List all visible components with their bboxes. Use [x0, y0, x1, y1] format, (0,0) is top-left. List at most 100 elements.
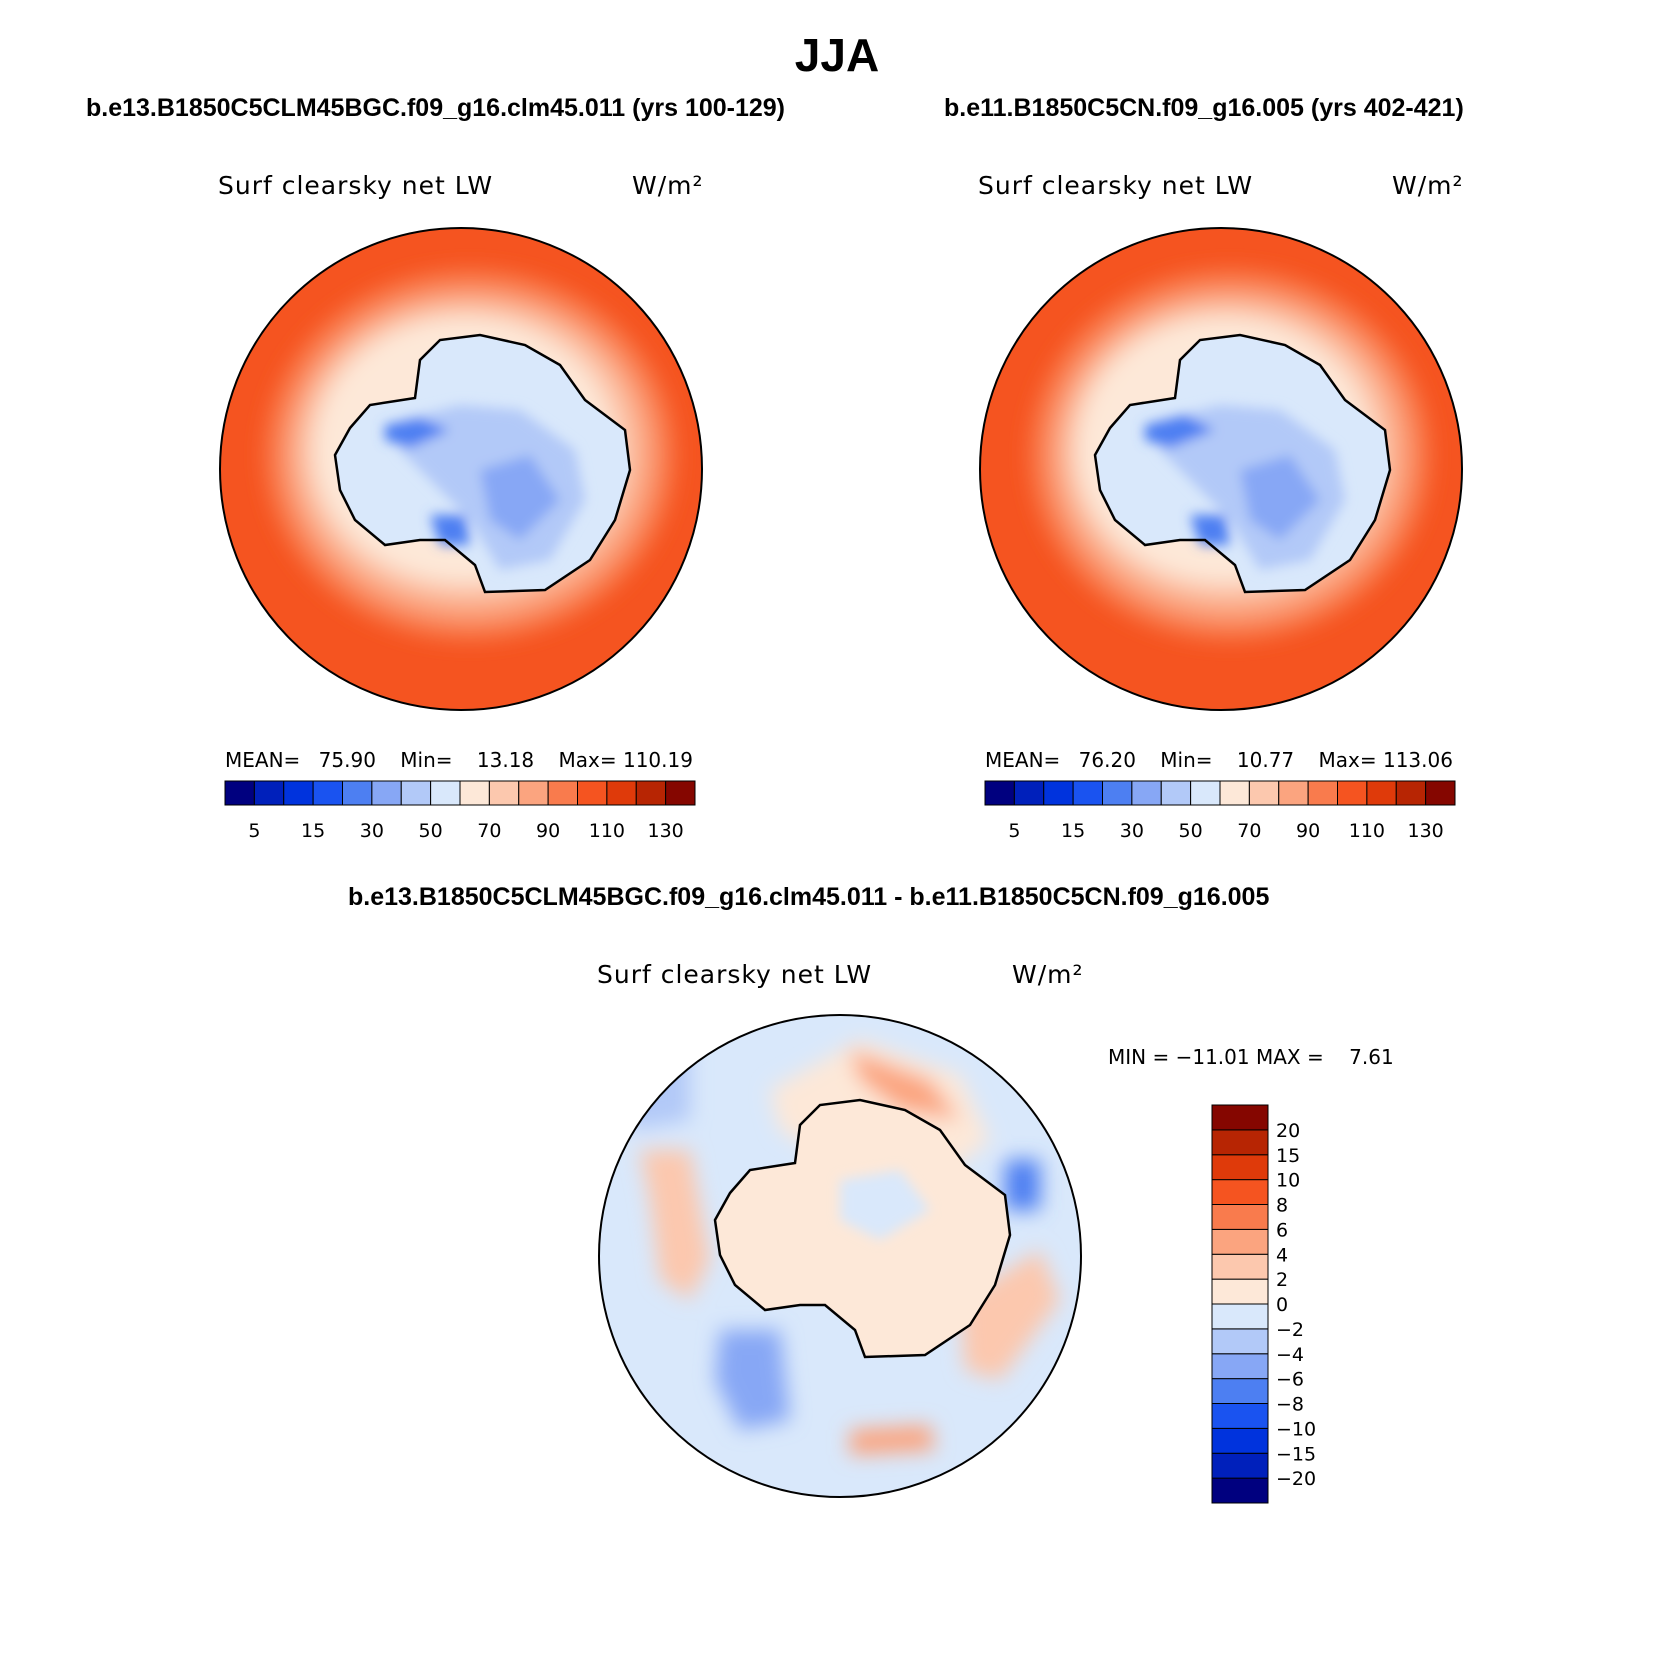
panel2-colorbar-tick-label: 70 — [1237, 820, 1261, 842]
panel2-mean-value: 76.20 — [1078, 748, 1136, 772]
panel3-colorbar-swatch — [1211, 1179, 1269, 1205]
panel3-colorbar-swatch — [1211, 1228, 1269, 1255]
panel3-colorbar-tick-label: −4 — [1276, 1344, 1304, 1366]
panel3-colorbar-tick-label: −10 — [1276, 1418, 1316, 1440]
panel3-map-border — [598, 1014, 1082, 1498]
panel2-variable-label: Surf clearsky net LW — [978, 171, 1254, 200]
panel1-colorbar-tick-label: 50 — [419, 820, 443, 842]
panel1-colorbar-tick-label: 5 — [248, 820, 260, 842]
panel3-case-title: b.e13.B1850C5CLM45BGC.f09_g16.clm45.011 … — [348, 883, 1270, 911]
panel2-case-title: b.e11.B1850C5CN.f09_g16.005 (yrs 402-421… — [944, 94, 1464, 122]
panel1-case-title: b.e13.B1850C5CLM45BGC.f09_g16.clm45.011 … — [86, 94, 786, 122]
panel3-colorbar-swatch — [1211, 1353, 1269, 1380]
panel2-min-label: Min= — [1160, 748, 1213, 772]
panel3-colorbar-swatch — [1211, 1154, 1269, 1181]
panel1-stats: MEAN= 75.90 Min= 13.18 Max= 110.19 — [225, 748, 693, 772]
panel2-colorbar-swatch — [1395, 780, 1427, 806]
panel1-colorbar-swatch — [635, 780, 667, 806]
panel1-colorbar-swatch — [342, 780, 373, 806]
panel1-colorbar-tick-label: 130 — [647, 820, 683, 842]
panel3-colorbar-tick-label: −20 — [1276, 1468, 1316, 1490]
panel3-colorbar-tick-label: 10 — [1276, 1170, 1300, 1192]
panel2-colorbar-tick-label: 5 — [1008, 820, 1020, 842]
panel2-colorbar-swatch — [1248, 780, 1280, 806]
panel1-colorbar-swatch — [312, 780, 343, 806]
panel1-min-value: 13.18 — [476, 748, 535, 772]
panel1-colorbar-swatch — [547, 780, 578, 806]
panel3-colorbar-tick-label: 8 — [1276, 1195, 1288, 1217]
panel2-min-value: 10.77 — [1236, 748, 1295, 772]
panel2-map-border — [979, 227, 1463, 711]
panel3-colorbar-swatch — [1211, 1104, 1269, 1131]
panel1-colorbar-swatch — [606, 780, 637, 806]
panel3-map — [598, 1014, 1082, 1498]
panel1-colorbar-swatch — [430, 780, 461, 806]
panel3-colorbar-swatch — [1211, 1427, 1269, 1454]
panel1-colorbar-swatch — [253, 780, 285, 806]
panel3-colorbar-swatch — [1211, 1204, 1269, 1230]
panel2-colorbar-swatch — [1072, 780, 1103, 806]
panel1-colorbar-tick-label: 110 — [589, 820, 625, 842]
panel2-colorbar-tick-label: 30 — [1120, 820, 1144, 842]
panel3-colorbar-swatch — [1211, 1253, 1269, 1280]
panel1-map-border — [219, 227, 703, 711]
panel3-colorbar-tick-label: 15 — [1276, 1145, 1300, 1167]
panel2-colorbar-swatch — [1160, 780, 1192, 806]
panel3-colorbar-swatch — [1211, 1452, 1269, 1479]
panel2-colorbar-swatch — [984, 780, 1015, 806]
panel3-units-label: W/m² — [1012, 960, 1084, 989]
panel3-colorbar-tick-label: 2 — [1276, 1269, 1288, 1291]
panel3-coastline — [713, 1098, 1012, 1359]
panel3-colorbar-tick-label: −15 — [1276, 1443, 1316, 1465]
panel2-colorbar-swatch — [1278, 780, 1309, 806]
panel3-colorbar-swatch — [1211, 1303, 1269, 1330]
panel1-mean-label: MEAN= — [225, 748, 301, 772]
panel1-max-value: 110.19 — [622, 748, 693, 772]
panel2-colorbar-swatch — [1366, 780, 1397, 806]
panel3-colorbar-tick-label: 20 — [1276, 1120, 1300, 1142]
panel3-variable-label: Surf clearsky net LW — [597, 960, 873, 989]
panel1-mean-value: 75.90 — [318, 748, 376, 772]
panel3-colorbar-swatch — [1211, 1278, 1269, 1305]
panel2-colorbar-tick-label: 50 — [1179, 820, 1203, 842]
panel2-colorbar-swatch — [1337, 780, 1368, 806]
panel3-colorbar-swatch — [1211, 1477, 1269, 1504]
panel1-colorbar-swatch — [577, 780, 608, 806]
panel2-colorbar-swatch — [1043, 780, 1074, 806]
panel2-max-label: Max= — [1318, 748, 1377, 772]
panel3-colorbar-tick-label: −2 — [1276, 1319, 1304, 1341]
panel1-units-label: W/m² — [632, 171, 704, 200]
panel2-colorbar-swatch — [1190, 780, 1221, 806]
panel3-colorbar-tick-label: 4 — [1276, 1244, 1288, 1266]
panel2-max-value: 113.06 — [1382, 748, 1453, 772]
panel3-colorbar-tick-label: 0 — [1276, 1294, 1288, 1316]
panel3-colorbar-swatch — [1211, 1378, 1269, 1404]
panel2-coastline — [1093, 333, 1392, 594]
panel2-colorbar-swatch — [1219, 780, 1250, 806]
panel2-colorbar-swatch — [1307, 780, 1338, 806]
panel1-colorbar-tick-label: 70 — [477, 820, 501, 842]
panel3-colorbar-tick-label: 6 — [1276, 1219, 1288, 1241]
panel1-min-label: Min= — [400, 748, 453, 772]
panel1-colorbar-swatch — [488, 780, 520, 806]
panel1-colorbar-swatch — [665, 780, 696, 806]
panel1-colorbar-swatch — [518, 780, 549, 806]
panel2-map — [979, 227, 1463, 711]
figure-title: JJA — [794, 29, 880, 81]
panel2-colorbar-swatch — [1013, 780, 1045, 806]
panel3-stats: MIN = −11.01 MAX = 7.61 — [1108, 1045, 1394, 1069]
panel1-map — [219, 227, 703, 711]
panel1-colorbar-swatch — [459, 780, 490, 806]
panel1-colorbar-swatch — [371, 780, 402, 806]
panel3-colorbar-tick-label: −8 — [1276, 1394, 1304, 1416]
panel2-units-label: W/m² — [1392, 171, 1464, 200]
panel2-colorbar-swatch — [1102, 780, 1133, 806]
panel2-colorbar-tick-label: 90 — [1296, 820, 1320, 842]
panel1-colorbar-swatch — [400, 780, 432, 806]
panel3-colorbar-tick-label: −6 — [1276, 1369, 1304, 1391]
panel1-colorbar-tick-label: 15 — [301, 820, 325, 842]
panel1-colorbar-tick-label: 90 — [536, 820, 560, 842]
panel2-colorbar-tick-label: 15 — [1061, 820, 1085, 842]
